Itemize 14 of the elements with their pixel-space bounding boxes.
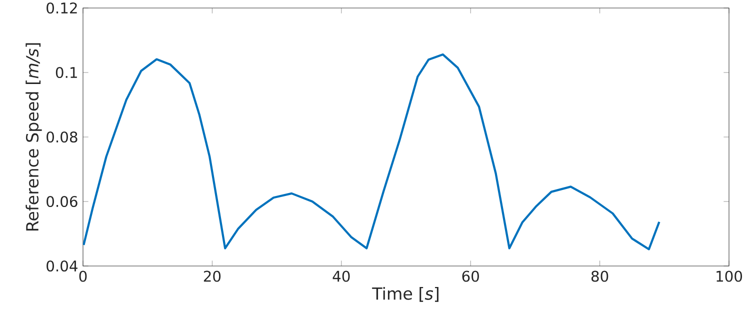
- x-axis-title: Time [s]: [372, 286, 438, 302]
- y-tick-label: 0.12: [46, 2, 77, 14]
- x-tick-label: 20: [204, 270, 221, 282]
- y-axis-title: Reference Speed [m/s]: [26, 43, 42, 231]
- line-series: [83, 53, 660, 250]
- y-tick-label: 0.06: [46, 196, 78, 208]
- x-tick-label: 0: [79, 270, 87, 282]
- y-tick-label: 0.04: [46, 260, 78, 272]
- y-tick-label: 0.1: [56, 66, 77, 78]
- x-tick-label: 40: [332, 270, 350, 282]
- y-tick-label: 0.08: [46, 131, 78, 143]
- x-tick-label: 80: [591, 270, 608, 282]
- x-tick-label: 60: [462, 270, 479, 282]
- x-tick-label: 100: [716, 270, 742, 282]
